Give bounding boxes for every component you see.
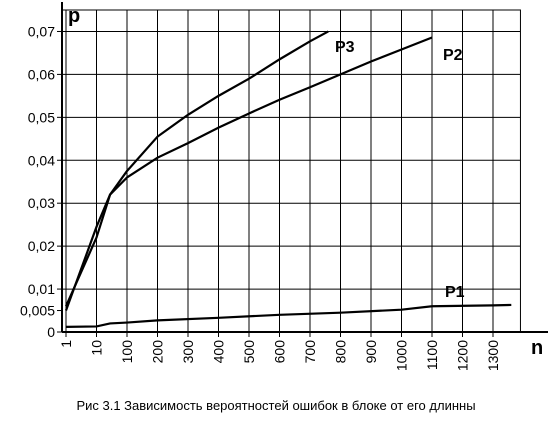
y-tick-label: 0,01 xyxy=(28,281,55,297)
y-tick-label: 0,06 xyxy=(28,66,55,82)
y-tick-label: 0,02 xyxy=(28,238,55,254)
x-tick-label: 100 xyxy=(119,340,135,364)
series-label: P3 xyxy=(335,39,355,56)
x-tick-label: 1100 xyxy=(424,340,440,370)
x-tick-label: 1 xyxy=(58,340,74,348)
x-tick-label: 400 xyxy=(211,340,227,364)
x-tick-label: 600 xyxy=(272,340,288,364)
y-tick-label: 0 xyxy=(47,324,55,340)
line-series xyxy=(64,36,433,311)
series-label: P1 xyxy=(445,284,465,301)
caption: Рис 3.1 Зависимость вероятностей ошибок … xyxy=(76,398,475,413)
x-tick-label: 300 xyxy=(180,340,196,364)
y-tick-label: 0,07 xyxy=(28,23,55,39)
y-tick-label: 0,005 xyxy=(20,303,55,319)
x-tick-label: 700 xyxy=(302,340,318,364)
series-label: P2 xyxy=(443,47,463,64)
y-tick-label: 0,04 xyxy=(28,152,55,168)
y-tick-label: 0,03 xyxy=(28,195,55,211)
x-tick-label: 200 xyxy=(150,340,166,364)
x-axis-label: n xyxy=(531,337,543,359)
x-tick-label: 900 xyxy=(363,340,379,364)
x-tick-label: 1000 xyxy=(394,340,410,371)
x-tick-label: 800 xyxy=(333,340,349,364)
x-tick-label: 1300 xyxy=(485,340,501,371)
line-series xyxy=(64,30,329,307)
x-tick-label: 10 xyxy=(89,340,105,356)
y-axis-label: p xyxy=(68,5,80,27)
x-tick-label: 500 xyxy=(241,340,257,364)
y-tick-label: 0,05 xyxy=(28,109,55,125)
line-series xyxy=(65,303,512,328)
x-tick-label: 1200 xyxy=(455,340,471,371)
